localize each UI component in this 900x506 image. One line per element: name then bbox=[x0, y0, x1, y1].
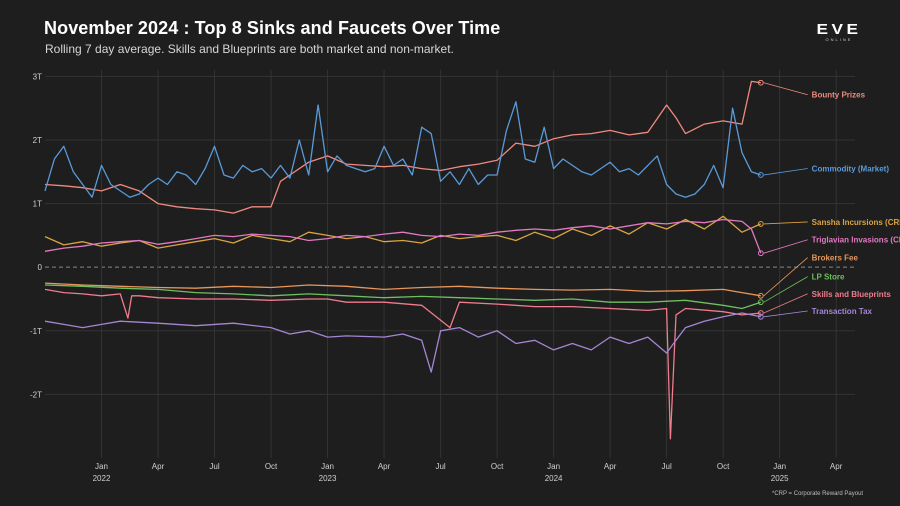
x-tick-label: Jul bbox=[209, 462, 219, 471]
series-end-marker-commodity-market bbox=[757, 172, 764, 178]
y-tick-label: 3T bbox=[33, 72, 42, 81]
eve-online-logo: EVE ONLINE bbox=[814, 22, 864, 43]
series-line-lp-store bbox=[44, 284, 762, 310]
series-end-marker-triglavian-invasions-crp bbox=[757, 250, 764, 257]
x-tick-label: Jul bbox=[662, 462, 672, 471]
series-end-marker-transaction-tax bbox=[757, 313, 764, 320]
series-end-marker-lp-store bbox=[757, 299, 764, 306]
y-tick-label: 2T bbox=[33, 136, 42, 145]
y-tick-label: 0 bbox=[38, 263, 43, 272]
x-tick-label: Apr bbox=[152, 462, 165, 471]
x-tick-label: Apr bbox=[830, 462, 843, 471]
series-label-sansha-incursions-crp: Sansha Incursions (CRP*) bbox=[812, 218, 900, 227]
series-end-marker-brokers-fee bbox=[757, 292, 764, 299]
x-tick-label: Jan bbox=[321, 462, 334, 471]
x-tick-label: Apr bbox=[378, 462, 391, 471]
logo-subtext: ONLINE bbox=[825, 37, 853, 42]
series-leader-line bbox=[763, 310, 808, 318]
y-tick-label: -2T bbox=[30, 390, 42, 399]
series-line-brokers-fee bbox=[44, 282, 761, 297]
series-leader-line bbox=[763, 257, 808, 297]
y-tick-label: 1T bbox=[33, 200, 42, 209]
x-tick-year: 2025 bbox=[771, 474, 789, 483]
logo-wordmark: EVE bbox=[816, 21, 862, 38]
series-label-lp-store: LP Store bbox=[812, 273, 845, 282]
series-label-bounty-prizes: Bounty Prizes bbox=[812, 91, 866, 100]
series-label-transaction-tax: Transaction Tax bbox=[812, 307, 873, 316]
y-tick-label: -1T bbox=[30, 327, 42, 336]
series-leader-line bbox=[763, 293, 808, 314]
series-end-marker-sansha-incursions-crp bbox=[757, 221, 764, 227]
series-label-commodity-market: Commodity (Market) bbox=[812, 164, 890, 173]
x-tick-label: Jan bbox=[547, 462, 560, 471]
series-line-commodity-market bbox=[44, 101, 762, 198]
footnote: *CRP = Corporate Reward Payout bbox=[772, 491, 864, 497]
x-tick-label: Jan bbox=[773, 462, 786, 471]
series-label-skills-and-blueprints: Skills and Blueprints bbox=[812, 290, 892, 299]
x-tick-year: 2024 bbox=[545, 474, 563, 483]
series-leader-line bbox=[763, 82, 808, 96]
x-tick-label: Jul bbox=[435, 462, 445, 471]
series-leader-line bbox=[763, 276, 808, 303]
series-label-triglavian-invasions-crp: Triglavian Invasions (CRP*) bbox=[812, 236, 900, 245]
x-tick-label: Oct bbox=[265, 462, 278, 471]
series-end-marker-skills-and-blueprints bbox=[757, 310, 764, 316]
x-tick-year: 2022 bbox=[93, 474, 111, 483]
series-line-bounty-prizes bbox=[44, 80, 761, 214]
x-tick-label: Oct bbox=[491, 462, 504, 471]
series-line-sansha-incursions-crp bbox=[44, 215, 762, 249]
chart-subtitle: Rolling 7 day average. Skills and Bluepr… bbox=[45, 42, 454, 56]
series-label-brokers-fee: Brokers Fee bbox=[812, 254, 859, 263]
series-line-triglavian-invasions-crp bbox=[44, 218, 762, 254]
series-line-skills-and-blueprints bbox=[44, 288, 761, 440]
series-leader-line bbox=[763, 168, 808, 176]
x-tick-label: Apr bbox=[604, 462, 617, 471]
chart-title: November 2024 : Top 8 Sinks and Faucets … bbox=[44, 18, 501, 38]
x-tick-year: 2023 bbox=[319, 474, 337, 483]
series-end-marker-bounty-prizes bbox=[757, 79, 764, 86]
series-line-transaction-tax bbox=[44, 312, 761, 373]
x-tick-label: Oct bbox=[717, 462, 730, 471]
x-tick-label: Jan bbox=[95, 462, 108, 471]
series-leader-line bbox=[763, 239, 808, 254]
series-leader-line bbox=[763, 221, 808, 225]
